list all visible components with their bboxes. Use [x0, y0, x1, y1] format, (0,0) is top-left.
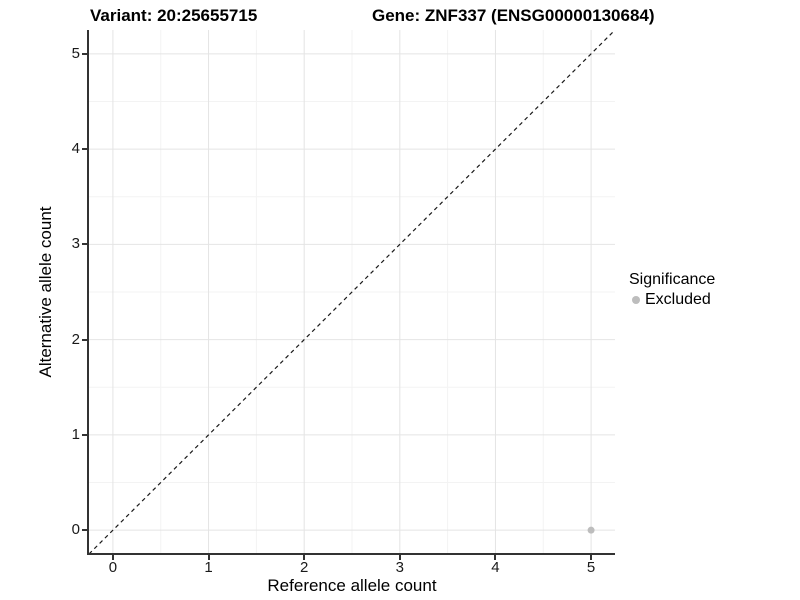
x-tick — [207, 555, 210, 560]
y-tick-label: 1 — [71, 425, 80, 443]
y-tick-label: 4 — [71, 140, 80, 158]
y-tick — [82, 148, 87, 151]
plot-title-variant: Variant: 20:25655715 — [90, 6, 258, 25]
x-tick — [590, 555, 593, 560]
legend: Significance Excluded — [629, 271, 715, 309]
y-tick — [82, 529, 87, 532]
legend-item-excluded: Excluded — [629, 291, 715, 309]
legend-title: Significance — [629, 271, 716, 288]
x-tick-label: 4 — [491, 559, 500, 576]
identity-line — [89, 30, 615, 554]
x-tick — [494, 555, 497, 560]
y-tick — [82, 433, 87, 436]
plot-panel — [89, 30, 615, 554]
x-tick-label: 5 — [586, 559, 596, 576]
x-axis-line — [87, 553, 615, 555]
y-tick — [82, 243, 87, 246]
y-tick — [82, 338, 87, 341]
legend-point-icon — [632, 296, 640, 304]
y-tick — [82, 52, 87, 55]
y-tick-label: 5 — [71, 44, 80, 62]
y-axis-line — [87, 30, 89, 555]
legend-item-label: Excluded — [645, 291, 711, 308]
x-tick — [303, 555, 306, 560]
x-tick-label: 0 — [108, 559, 118, 576]
x-tick-label: 2 — [300, 559, 309, 576]
x-tick-label: 1 — [204, 559, 213, 576]
plot-title-gene: Gene: ZNF337 (ENSG00000130684) — [372, 6, 655, 25]
y-tick-label: 3 — [71, 235, 80, 253]
chart-area — [89, 30, 615, 554]
x-tick — [398, 555, 401, 560]
y-tick-label: 0 — [71, 521, 80, 539]
x-axis-title: Reference allele count — [267, 576, 437, 595]
y-axis-title: Alternative allele count — [36, 206, 55, 378]
x-tick-label: 3 — [395, 559, 404, 576]
data-point — [587, 526, 595, 534]
y-tick-label: 2 — [71, 330, 80, 348]
x-tick — [111, 555, 114, 560]
